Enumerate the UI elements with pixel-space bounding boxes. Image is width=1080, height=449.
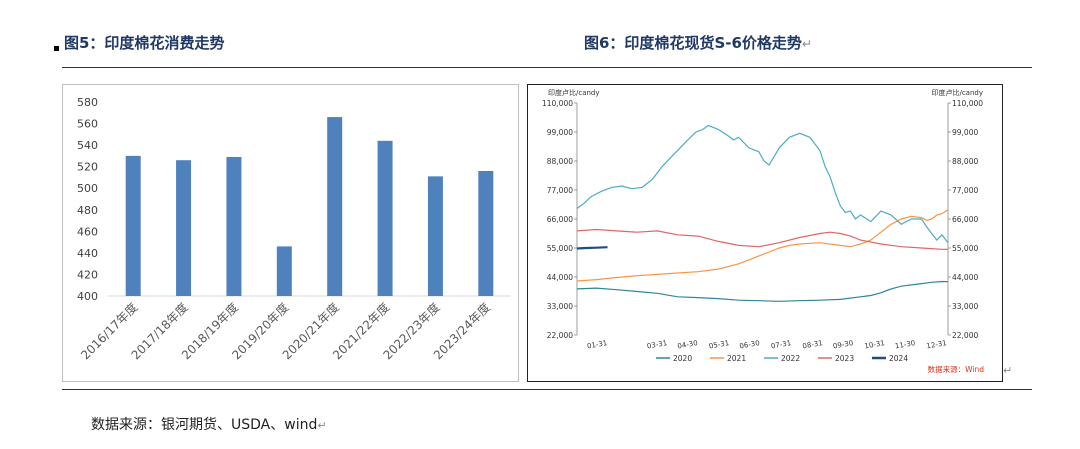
y-tick-label: 440 bbox=[77, 247, 98, 260]
y-tick-label: 480 bbox=[77, 204, 98, 217]
y-tick-label: 400 bbox=[77, 290, 98, 303]
series-line-2023 bbox=[576, 228, 948, 250]
right-y-tick-label: 77,000 bbox=[952, 186, 978, 195]
bar bbox=[226, 156, 242, 296]
right-y-tick-label: 88,000 bbox=[952, 157, 978, 166]
bar bbox=[125, 155, 141, 296]
y-tick-label: 460 bbox=[77, 225, 98, 238]
x-tick-label: 08-31 bbox=[802, 339, 823, 350]
paragraph-mark: ↵ bbox=[801, 37, 812, 51]
legend-label-2021: 2021 bbox=[727, 354, 746, 363]
bar bbox=[176, 160, 192, 296]
y-tick-label: 420 bbox=[77, 268, 98, 281]
bar bbox=[276, 246, 292, 296]
legend-label-2023: 2023 bbox=[835, 354, 854, 363]
left-y-tick-label: 110,000 bbox=[542, 99, 573, 108]
left-y-tick-label: 88,000 bbox=[547, 157, 573, 166]
legend-label-2022: 2022 bbox=[781, 354, 800, 363]
x-tick-label: 04-30 bbox=[677, 339, 698, 350]
x-tick-label: 12-31 bbox=[926, 339, 947, 350]
right-y-tick-label: 99,000 bbox=[952, 128, 978, 137]
y-tick-label: 500 bbox=[77, 182, 98, 195]
right-y-tick-label: 44,000 bbox=[952, 273, 978, 282]
left-y-tick-label: 55,000 bbox=[547, 244, 573, 253]
x-tick-label: 09-30 bbox=[832, 339, 853, 350]
price-line-chart: 印度卢比/candy 印度卢比/candy 22,000 22,000 33,000 33… bbox=[542, 88, 985, 374]
y-tick-label: 580 bbox=[77, 96, 98, 109]
y-tick-label: 560 bbox=[77, 118, 98, 131]
x-tick-label: 03-31 bbox=[646, 339, 667, 350]
x-tick-label: 07-31 bbox=[770, 339, 791, 350]
legend-label-2024: 2024 bbox=[889, 354, 908, 363]
bottom-divider bbox=[62, 389, 1032, 390]
right-y-tick-label: 22,000 bbox=[952, 331, 978, 340]
right-y-tick-label: 110,000 bbox=[952, 99, 983, 108]
source-note: 数据来源：银河期货、USDA、wind↵ bbox=[91, 417, 327, 433]
bullet-marker bbox=[54, 46, 59, 51]
left-y-tick-label: 22,000 bbox=[547, 331, 573, 340]
series-line-2024 bbox=[576, 246, 608, 250]
x-tick-label: 11-30 bbox=[894, 339, 915, 350]
chart-source-label: 数据来源：Wind bbox=[928, 364, 985, 374]
left-axis-label: 印度卢比/candy bbox=[548, 88, 600, 97]
right-axis-label: 印度卢比/candy bbox=[931, 88, 983, 97]
series-line-2021 bbox=[576, 209, 949, 282]
right-y-tick-label: 33,000 bbox=[952, 302, 978, 311]
left-y-tick-label: 77,000 bbox=[547, 186, 573, 195]
x-tick-label: 06-30 bbox=[739, 339, 760, 350]
right-y-tick-label: 66,000 bbox=[952, 215, 978, 224]
left-y-tick-label: 66,000 bbox=[547, 215, 573, 224]
paragraph-mark-chart: ↵ bbox=[1003, 364, 1013, 377]
bar bbox=[427, 176, 443, 296]
right-y-tick-label: 55,000 bbox=[952, 244, 978, 253]
bar bbox=[377, 140, 393, 296]
x-tick-label: 10-31 bbox=[864, 339, 885, 350]
y-tick-label: 520 bbox=[77, 161, 98, 174]
y-tick-label: 540 bbox=[77, 139, 98, 152]
consumption-chart-panel: 400 420 440 460 480 500 520 540 560 580 2016/17年度 2… bbox=[62, 84, 519, 382]
bar bbox=[327, 117, 343, 296]
bar bbox=[478, 170, 494, 296]
series-line-2020 bbox=[576, 280, 949, 302]
price-chart-panel: 印度卢比/candy 印度卢比/candy 22,000 22,000 33,000 33… bbox=[527, 84, 1003, 382]
series-line-2022 bbox=[576, 124, 949, 244]
legend-label-2020: 2020 bbox=[673, 354, 692, 363]
figure-6-title: 图6：印度棉花现货S-6价格走势↵ bbox=[584, 34, 812, 52]
x-tick-label: 05-31 bbox=[708, 339, 729, 350]
figure-5-title: 图5：印度棉花消费走势 bbox=[64, 34, 225, 52]
left-y-tick-label: 44,000 bbox=[547, 273, 573, 282]
left-y-tick-label: 33,000 bbox=[547, 302, 573, 311]
x-tick-label: 01-31 bbox=[586, 339, 607, 350]
top-divider bbox=[62, 67, 1032, 68]
consumption-bar-chart: 4004204404604805005205405605802016/17年度2… bbox=[77, 96, 511, 362]
left-y-tick-label: 99,000 bbox=[547, 128, 573, 137]
